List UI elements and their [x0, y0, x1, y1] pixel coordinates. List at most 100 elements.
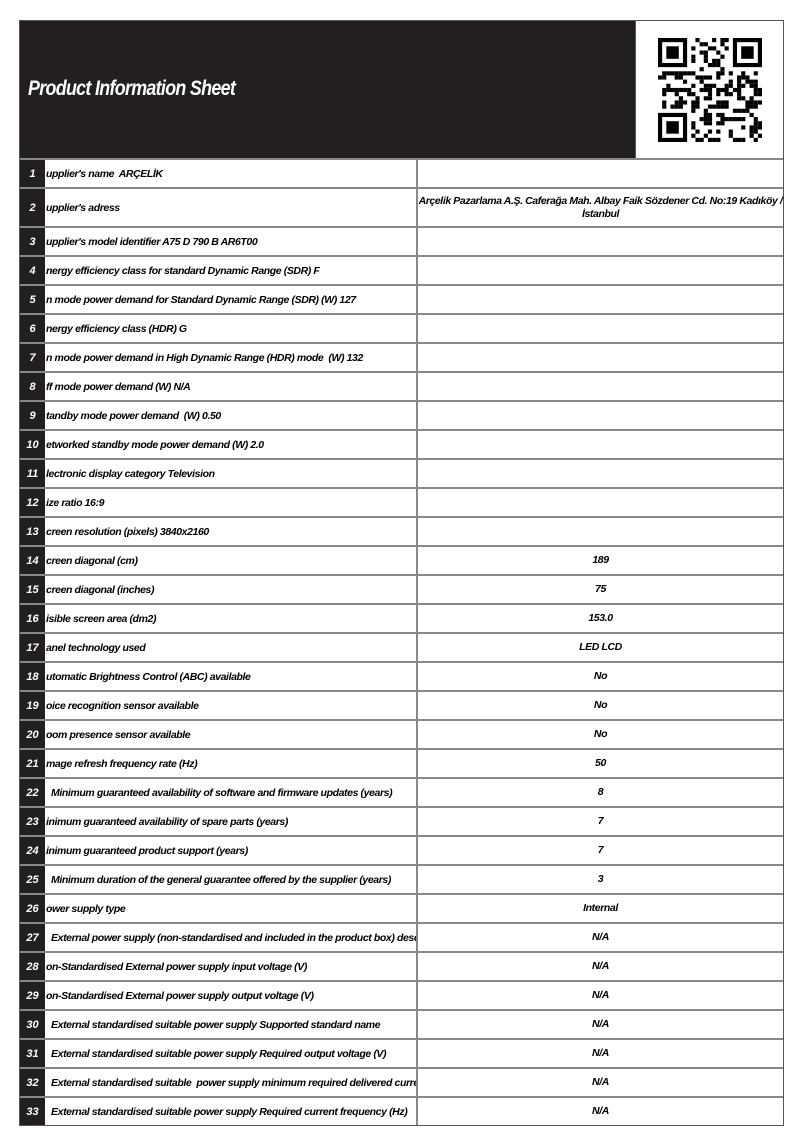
row-label-text: External power supply (non-standardised …: [46, 931, 418, 944]
row-value: [418, 315, 783, 342]
row-label: on-Standardised External power supply ou…: [45, 982, 418, 1009]
qr-code[interactable]: [635, 21, 783, 158]
row-number: 6: [20, 315, 45, 342]
table-row: 26 ower supply type Internal: [20, 893, 783, 922]
row-value: [418, 489, 783, 516]
row-value: [418, 344, 783, 371]
row-label: creen resolution (pixels) 3840x2160: [45, 518, 418, 545]
row-label: isible screen area (dm2): [45, 605, 418, 632]
row-value-text: N/A: [592, 931, 609, 943]
row-value: Arçelik Pazarlama A.Ş. Caferağa Mah. Alb…: [418, 189, 783, 226]
row-number: 10: [20, 431, 45, 458]
table-row: 3 upplier's model identifier A75 D 790 B…: [20, 226, 783, 255]
row-value-text: 153.0: [588, 612, 613, 624]
row-label: Minimum duration of the general guarante…: [45, 866, 418, 893]
row-number: 5: [20, 286, 45, 313]
table-row: 8 ff mode power demand (W) N/A: [20, 371, 783, 400]
row-label: creen diagonal (inches): [45, 576, 418, 603]
table-row: 32 External standardised suitable power …: [20, 1067, 783, 1096]
row-number: 32: [20, 1069, 45, 1096]
table-row: 27 External power supply (non-standardis…: [20, 922, 783, 951]
table-row: 28 on-Standardised External power supply…: [20, 951, 783, 980]
row-value: N/A: [418, 1098, 783, 1125]
page-title: Product Information Sheet: [28, 77, 236, 100]
row-number: 11: [20, 460, 45, 487]
row-label: lectronic display category Television: [45, 460, 418, 487]
row-value-text: Internal: [583, 902, 618, 914]
row-value: [418, 373, 783, 400]
row-value: [418, 460, 783, 487]
table-row: 33 External standardised suitable power …: [20, 1096, 783, 1125]
row-number: 28: [20, 953, 45, 980]
sheet-header: Product Information Sheet: [20, 21, 783, 158]
row-label: etworked standby mode power demand (W) 2…: [45, 431, 418, 458]
row-value: N/A: [418, 1040, 783, 1067]
row-number: 27: [20, 924, 45, 951]
row-value: N/A: [418, 924, 783, 951]
row-number: 8: [20, 373, 45, 400]
row-label-text: creen diagonal (cm): [46, 554, 138, 567]
row-value-text: 50: [595, 757, 606, 769]
row-value: N/A: [418, 982, 783, 1009]
row-number: 25: [20, 866, 45, 893]
row-number: 1: [20, 160, 45, 187]
row-value-text: 3: [597, 873, 604, 885]
row-label: External standardised suitable power sup…: [45, 1040, 418, 1067]
row-value-text: 7: [597, 844, 604, 856]
row-value: N/A: [418, 953, 783, 980]
row-label: oice recognition sensor available: [45, 692, 418, 719]
table-row: 5 n mode power demand for Standard Dynam…: [20, 284, 783, 313]
info-table: 1 upplier's name ARÇELİK 2 upplier's adr…: [20, 158, 783, 1125]
row-label: upplier's adress: [45, 189, 418, 226]
row-value-text: 75: [595, 583, 606, 595]
row-value-text: 8: [597, 786, 604, 798]
row-label: on-Standardised External power supply in…: [45, 953, 418, 980]
row-number: 29: [20, 982, 45, 1009]
row-number: 7: [20, 344, 45, 371]
row-value: [418, 402, 783, 429]
row-label-text: lectronic display category Television: [46, 467, 215, 480]
row-label: nergy efficiency class (HDR) G: [45, 315, 418, 342]
table-row: 14 creen diagonal (cm) 189: [20, 545, 783, 574]
row-number: 31: [20, 1040, 45, 1067]
row-label: anel technology used: [45, 634, 418, 661]
row-value: 153.0: [418, 605, 783, 632]
row-number: 12: [20, 489, 45, 516]
row-number: 33: [20, 1098, 45, 1125]
row-value: No: [418, 692, 783, 719]
row-label-text: upplier's model identifier A75 D 790 B A…: [46, 235, 258, 248]
row-label-text: upplier's adress: [46, 201, 120, 214]
row-number: 21: [20, 750, 45, 777]
table-row: 15 creen diagonal (inches) 75: [20, 574, 783, 603]
row-label: Minimum guaranteed availability of softw…: [45, 779, 418, 806]
row-value: 8: [418, 779, 783, 806]
row-label-text: oice recognition sensor available: [46, 699, 199, 712]
row-value: LED LCD: [418, 634, 783, 661]
row-value: 7: [418, 808, 783, 835]
row-label: inimum guaranteed product support (years…: [45, 837, 418, 864]
row-number: 14: [20, 547, 45, 574]
row-label-text: anel technology used: [46, 641, 146, 654]
row-value: 3: [418, 866, 783, 893]
row-number: 30: [20, 1011, 45, 1038]
row-label-text: oom presence sensor available: [46, 728, 191, 741]
table-row: 16 isible screen area (dm2) 153.0: [20, 603, 783, 632]
table-row: 17 anel technology used LED LCD: [20, 632, 783, 661]
table-row: 20 oom presence sensor available No: [20, 719, 783, 748]
row-label-text: inimum guaranteed product support (years…: [46, 844, 248, 857]
row-label-text: isible screen area (dm2): [46, 612, 157, 625]
table-row: 6 nergy efficiency class (HDR) G: [20, 313, 783, 342]
row-value: 75: [418, 576, 783, 603]
row-label: oom presence sensor available: [45, 721, 418, 748]
row-value-text: Arçelik Pazarlama A.Ş. Caferağa Mah. Alb…: [418, 194, 783, 220]
row-value: N/A: [418, 1011, 783, 1038]
row-value: N/A: [418, 1069, 783, 1096]
table-row: 10 etworked standby mode power demand (W…: [20, 429, 783, 458]
row-number: 20: [20, 721, 45, 748]
row-label: inimum guaranteed availability of spare …: [45, 808, 418, 835]
row-label-text: creen resolution (pixels) 3840x2160: [46, 525, 209, 538]
table-row: 21 mage refresh frequency rate (Hz) 50: [20, 748, 783, 777]
row-label: nergy efficiency class for standard Dyna…: [45, 257, 418, 284]
row-label: ff mode power demand (W) N/A: [45, 373, 418, 400]
row-label: creen diagonal (cm): [45, 547, 418, 574]
